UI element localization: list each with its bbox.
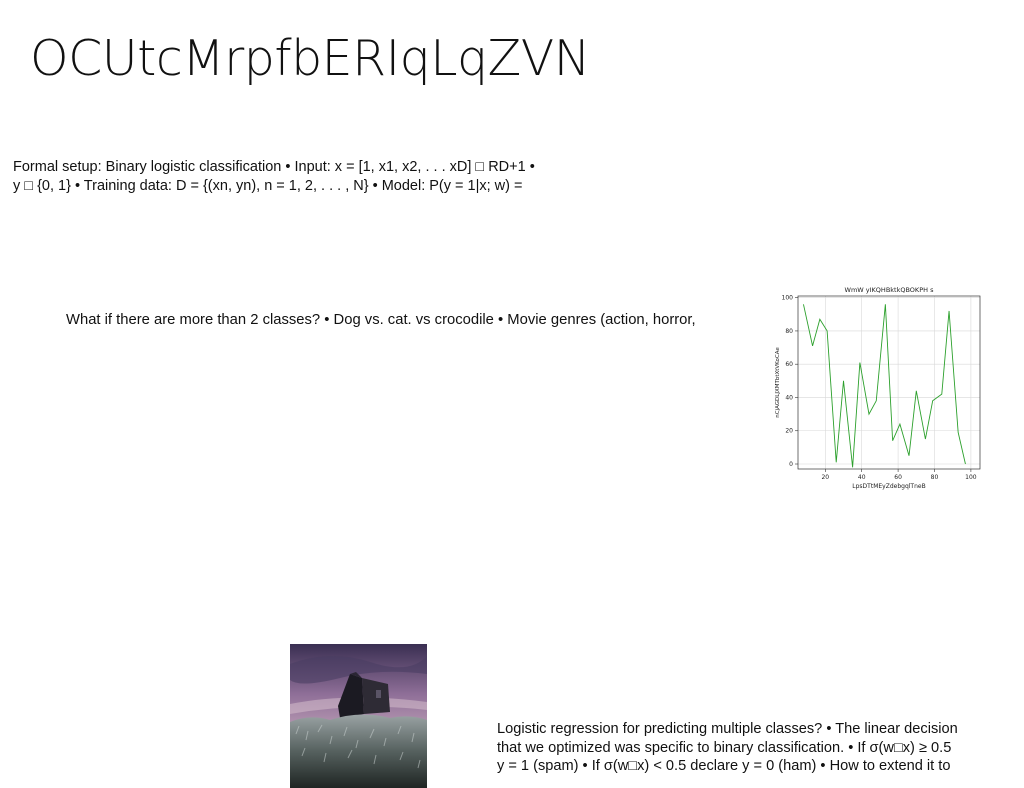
question-text: What if there are more than 2 classes? •… [66,311,696,329]
formal-setup-line: y □ {0, 1} • Training data: D = {(xn, yn… [13,177,523,194]
x-tick-label: 40 [858,474,866,481]
y-tick-label: 0 [789,461,793,468]
y-tick-label: 60 [785,361,793,368]
y-tick-label: 80 [785,328,793,335]
y-tick-label: 100 [782,295,794,302]
formal-setup-line: Formal setup: Binary logistic classifica… [13,159,535,175]
x-axis-label: LpsDTtMEyZdebgqlTneB [852,483,925,490]
house-on-hill-image [290,644,427,788]
x-tick-label: 80 [931,474,939,481]
multiclass-text: Logistic regression for predicting multi… [497,720,958,776]
multiclass-line: Logistic regression for predicting multi… [497,721,958,737]
series-line [803,304,966,468]
x-tick-label: 60 [894,474,902,481]
line-chart: 20 40 60 80 100 0 20 40 60 80 100 WmW yIKQHBktkQBOK… [770,284,986,494]
formal-setup-text: Formal setup: Binary logistic classifica… [13,158,535,195]
multiclass-line: that we optimized was specific to binary… [497,739,952,756]
question-line: What if there are more than 2 classes? •… [66,312,696,328]
chart-title: WmW yIKQHBktkQBOKPH s [845,286,935,294]
x-tick-label: 20 [821,474,829,481]
y-tick-label: 40 [785,394,793,401]
slide-title: OCUtcMrpfbERIqLqZVN [30,30,590,87]
x-tick-label: 100 [965,474,977,481]
multiclass-line: y = 1 (spam) • If σ(w□x) < 0.5 declare y… [497,758,951,774]
house-photo [290,644,427,788]
y-axis-label: nCjAGDLJXMTbtXtVKoCAe [775,347,781,418]
line-chart-svg: 20 40 60 80 100 0 20 40 60 80 100 WmW yIKQHBktkQBOK… [775,286,981,490]
y-tick-label: 20 [785,428,793,435]
plot-frame [797,295,981,470]
